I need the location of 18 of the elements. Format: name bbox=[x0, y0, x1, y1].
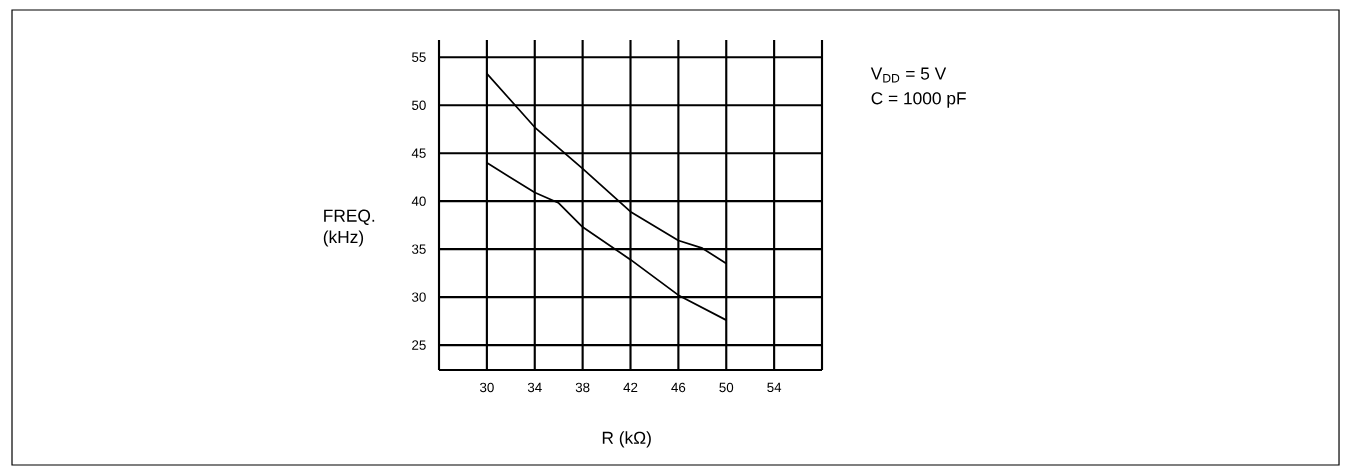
x-tick-label: 34 bbox=[527, 382, 542, 393]
y-axis-title: FREQ. (kHz) bbox=[323, 209, 375, 247]
y-tick-label: 30 bbox=[411, 292, 426, 302]
x-tick-label: 54 bbox=[767, 382, 782, 393]
x-tick-label: 38 bbox=[575, 382, 590, 393]
text: V$_{DD}$ = 5 V bbox=[870, 67, 947, 83]
x-tick-label: 30 bbox=[479, 382, 494, 393]
y-tick-label: 40 bbox=[411, 196, 426, 206]
y-tick-label: 55 bbox=[412, 52, 426, 62]
y-tick-label: 25 bbox=[412, 340, 426, 350]
x-axis-title: R (kΩ) bbox=[602, 431, 651, 448]
y-tick-label: 45 bbox=[411, 148, 426, 158]
x-tick-label: 46 bbox=[671, 382, 686, 393]
y-tick-label: 50 bbox=[412, 100, 426, 110]
y-tick-label: 35 bbox=[411, 244, 426, 254]
text: C = 1000 pF bbox=[871, 92, 966, 108]
x-tick-label: 50 bbox=[719, 382, 734, 393]
x-tick-label: 42 bbox=[623, 382, 638, 393]
